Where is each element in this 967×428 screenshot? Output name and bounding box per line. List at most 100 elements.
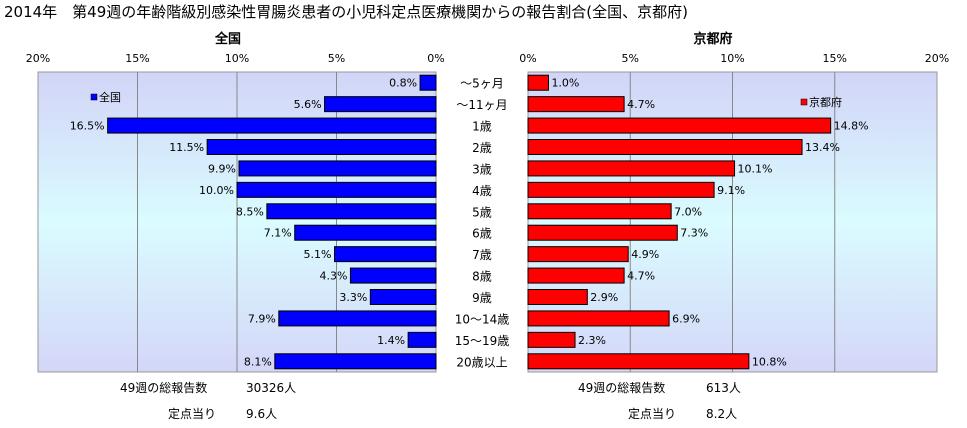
left-bar [334, 246, 437, 263]
left-bar [369, 289, 437, 305]
right-tick-label: 15% [823, 52, 847, 65]
right-tick-label: 0% [519, 52, 536, 65]
right-panel-title: 京都府 [693, 31, 732, 47]
right-bar-label: 4.7% [627, 270, 655, 283]
right-bar-label: 4.7% [627, 98, 655, 111]
left-bar-label: 10.0% [199, 184, 234, 197]
right-per-label: 定点当り [628, 406, 676, 421]
left-total-value: 30326人 [246, 381, 296, 395]
right-bar [527, 289, 588, 305]
left-bar [349, 267, 437, 284]
right-tick-label: 5% [622, 52, 639, 65]
right-bar-label: 2.3% [578, 334, 606, 347]
left-tick-label: 0% [427, 52, 444, 65]
left-bar-label: 0.8% [389, 77, 417, 90]
left-legend-label: 全国 [99, 90, 121, 104]
left-bar [266, 203, 437, 220]
right-data-labels: 1.0% 4.7% 14.8% 13.4% 10.1% 9.1% 7.0% 7.3% 4.9% 4… [551, 77, 868, 369]
left-legend: 全国 [90, 90, 121, 104]
right-bar [527, 139, 803, 155]
left-per-label: 定点当り [168, 406, 216, 421]
left-bar [236, 181, 437, 198]
category-label: 20歳以上 [456, 355, 507, 369]
left-bar-label: 8.1% [244, 355, 272, 368]
left-axis-ticks: 20% 15% 10% 5% 0% [26, 52, 445, 65]
right-bar [527, 117, 832, 134]
left-bar [278, 310, 437, 327]
right-bar-label: 13.4% [805, 141, 840, 154]
left-bar-label: 7.1% [264, 227, 292, 240]
left-bar [274, 353, 437, 370]
category-label: 6歳 [472, 227, 492, 241]
left-bar-label: 8.5% [236, 205, 264, 218]
right-bar [527, 96, 625, 113]
left-data-labels: 0.8% 5.6% 16.5% 11.5% 9.9% 10.0%8.5%7.1% 5.1% 4… [70, 77, 417, 369]
right-bar [527, 160, 736, 177]
category-label: 4歳 [472, 184, 492, 198]
left-bar-label: 16.5% [70, 120, 105, 133]
right-bars [527, 74, 832, 370]
right-bar [527, 224, 678, 241]
left-tick-label: 5% [328, 52, 345, 65]
left-bar [324, 96, 437, 113]
right-bar [527, 353, 750, 370]
right-total-label: 49週の総報告数 [578, 380, 665, 395]
left-bar-label: 5.1% [304, 248, 332, 261]
right-bar-label: 9.1% [717, 184, 745, 197]
right-bar [527, 74, 549, 91]
right-bar-label: 10.8% [752, 355, 787, 368]
left-legend-swatch [90, 93, 98, 101]
left-bar [419, 74, 437, 91]
right-per-value: 8.2人 [706, 407, 737, 421]
right-tick-label: 20% [925, 52, 949, 65]
left-bar [238, 160, 437, 177]
left-tick-label: 20% [26, 52, 50, 65]
right-bar [527, 203, 672, 220]
left-bar-label: 3.3% [339, 291, 367, 304]
left-bar [107, 117, 437, 134]
right-bar-label: 7.3% [680, 227, 708, 240]
right-bar-label: 1.0% [551, 77, 579, 90]
right-bar-label: 2.9% [590, 291, 618, 304]
category-label: 9歳 [472, 291, 492, 305]
right-bar [527, 310, 670, 327]
left-per-value: 9.6人 [246, 407, 277, 421]
category-label: 1歳 [472, 120, 492, 134]
left-bar-label: 7.9% [248, 312, 276, 325]
left-bar-label: 5.6% [294, 98, 322, 111]
left-bar [206, 139, 437, 155]
left-bar-label: 11.5% [169, 141, 204, 154]
chart-title: 2014年 第49週の年齢階級別感染性胃腸炎患者の小児科定点医療機関からの報告割… [4, 3, 688, 21]
right-legend: 京都府 [800, 95, 842, 109]
right-bar-label: 4.9% [631, 248, 659, 261]
right-bar [527, 181, 715, 198]
right-legend-swatch [800, 98, 808, 106]
right-bar-label: 6.9% [672, 312, 700, 325]
right-total-value: 613人 [706, 381, 741, 395]
right-bar-label: 14.8% [834, 120, 869, 133]
left-bar-label: 1.4% [377, 334, 405, 347]
category-label: ～11ヶ月 [456, 98, 507, 112]
right-bar [527, 267, 625, 284]
right-bar [527, 246, 629, 263]
left-bar [294, 224, 437, 241]
left-bar-label: 4.3% [319, 270, 347, 283]
left-bar [407, 331, 437, 348]
right-bar [527, 331, 576, 348]
left-tick-label: 15% [125, 52, 149, 65]
right-bar-label: 7.0% [674, 205, 702, 218]
category-label: 15～19歳 [455, 334, 510, 348]
category-label: ～5ヶ月 [460, 77, 504, 91]
category-labels: ～5ヶ月 ～11ヶ月 1歳 2歳 3歳 4歳 5歳 6歳 7歳 8歳 9歳 10～14歳 15～19歳 2… [455, 77, 510, 370]
category-label: 3歳 [472, 162, 492, 176]
category-label: 2歳 [472, 141, 492, 155]
left-tick-label: 10% [225, 52, 249, 65]
right-tick-label: 10% [720, 52, 744, 65]
category-label: 7歳 [472, 248, 492, 262]
right-legend-label: 京都府 [809, 95, 842, 109]
right-bar-label: 10.1% [738, 162, 773, 175]
left-total-label: 49週の総報告数 [120, 380, 207, 395]
left-bar-label: 9.9% [208, 162, 236, 175]
category-label: 5歳 [472, 205, 492, 219]
